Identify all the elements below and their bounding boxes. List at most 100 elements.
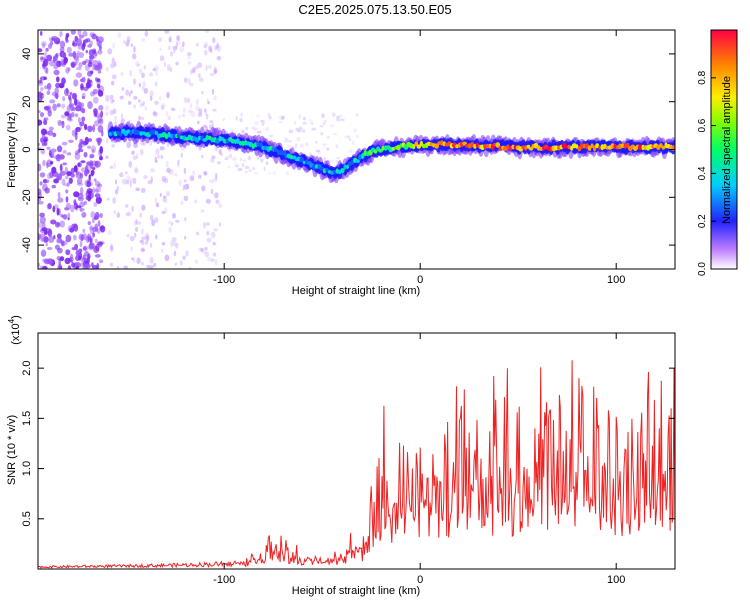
noise-mark xyxy=(56,207,60,216)
noise-mark xyxy=(263,166,266,172)
noise-mark xyxy=(155,202,160,208)
noise-mark xyxy=(44,106,50,112)
noise-mark xyxy=(75,249,80,257)
noise-mark xyxy=(192,67,196,74)
noise-mark xyxy=(87,236,93,243)
noise-mark xyxy=(125,42,130,47)
noise-mark xyxy=(120,118,125,124)
spectrogram-y-axis-label: Frequency (Hz) xyxy=(6,112,18,188)
noise-mark xyxy=(176,38,181,45)
noise-mark xyxy=(65,202,71,211)
noise-mark xyxy=(40,87,44,91)
noise-mark xyxy=(125,212,129,217)
noise-mark xyxy=(155,234,158,240)
ridge-core xyxy=(485,143,490,149)
noise-mark xyxy=(146,264,151,269)
noise-mark xyxy=(293,120,297,125)
noise-mark xyxy=(272,171,277,175)
noise-mark xyxy=(80,83,84,91)
ridge-core xyxy=(241,140,245,146)
noise-mark xyxy=(326,147,330,151)
noise-mark xyxy=(288,140,292,143)
noise-mark xyxy=(40,238,46,242)
noise-mark xyxy=(165,190,170,197)
noise-mark xyxy=(66,152,72,156)
noise-mark xyxy=(132,177,137,185)
noise-mark xyxy=(257,156,260,160)
noise-mark xyxy=(109,94,114,100)
noise-mark xyxy=(38,79,44,87)
spectrogram-panel: -100 0 100 -40 -20 0 20 40 Height of straight l… xyxy=(6,29,676,297)
ridge-core xyxy=(579,143,585,150)
snr-background xyxy=(38,333,675,569)
noise-mark xyxy=(149,72,154,77)
noise-mark xyxy=(97,124,104,133)
noise-mark xyxy=(247,155,251,161)
spectrogram-y-tick-label: 20 xyxy=(21,96,33,108)
noise-mark xyxy=(172,45,178,51)
ridge-core xyxy=(416,144,421,149)
noise-mark xyxy=(181,113,186,118)
noise-mark xyxy=(79,186,84,195)
noise-mark xyxy=(105,111,109,116)
noise-mark xyxy=(51,184,56,189)
noise-mark xyxy=(39,216,46,224)
noise-mark xyxy=(38,110,41,114)
colorbar-tick-label: 0.0 xyxy=(697,262,708,276)
ridge-core xyxy=(238,140,243,146)
ridge-core xyxy=(167,131,171,138)
noise-mark xyxy=(107,48,113,55)
noise-mark xyxy=(50,148,57,153)
noise-mark xyxy=(109,165,114,169)
noise-mark xyxy=(336,118,341,122)
noise-mark xyxy=(125,89,130,96)
noise-mark xyxy=(349,138,352,142)
noise-mark xyxy=(206,237,212,243)
ridge-core xyxy=(539,146,544,151)
noise-mark xyxy=(73,79,79,87)
noise-mark xyxy=(214,258,218,266)
ridge-core xyxy=(495,142,501,148)
noise-mark xyxy=(173,173,178,177)
noise-mark xyxy=(43,179,50,184)
noise-mark xyxy=(87,44,92,48)
noise-mark xyxy=(70,112,75,118)
noise-mark xyxy=(94,188,99,193)
noise-mark xyxy=(62,162,67,166)
noise-mark xyxy=(139,239,144,243)
noise-mark xyxy=(172,213,176,219)
noise-mark xyxy=(60,240,65,247)
ridge-core xyxy=(333,169,337,175)
noise-mark xyxy=(210,158,215,163)
noise-mark xyxy=(269,134,274,138)
noise-mark xyxy=(177,159,180,165)
noise-mark xyxy=(213,68,218,74)
noise-mark xyxy=(59,163,63,172)
noise-mark xyxy=(131,150,135,155)
ridge-core xyxy=(363,150,368,156)
noise-mark xyxy=(87,254,90,263)
noise-mark xyxy=(98,105,104,111)
noise-mark xyxy=(92,108,99,114)
noise-mark xyxy=(203,171,208,176)
noise-mark xyxy=(189,102,193,109)
noise-mark xyxy=(194,199,197,204)
noise-mark xyxy=(164,177,169,184)
noise-mark xyxy=(143,174,148,180)
noise-mark xyxy=(218,222,222,227)
noise-mark xyxy=(240,112,243,117)
noise-mark xyxy=(157,154,161,159)
noise-mark xyxy=(169,240,174,247)
noise-mark xyxy=(126,179,130,185)
noise-mark xyxy=(280,115,285,121)
noise-mark xyxy=(135,61,140,67)
noise-mark xyxy=(234,160,237,165)
noise-mark xyxy=(54,87,59,95)
noise-mark xyxy=(38,80,43,84)
noise-mark xyxy=(135,219,138,225)
noise-mark xyxy=(63,57,68,64)
noise-mark xyxy=(175,41,178,48)
noise-mark xyxy=(39,172,46,178)
spectrogram-ticks: -100 0 100 -40 -20 0 20 40 xyxy=(21,30,675,286)
noise-mark xyxy=(187,61,192,65)
